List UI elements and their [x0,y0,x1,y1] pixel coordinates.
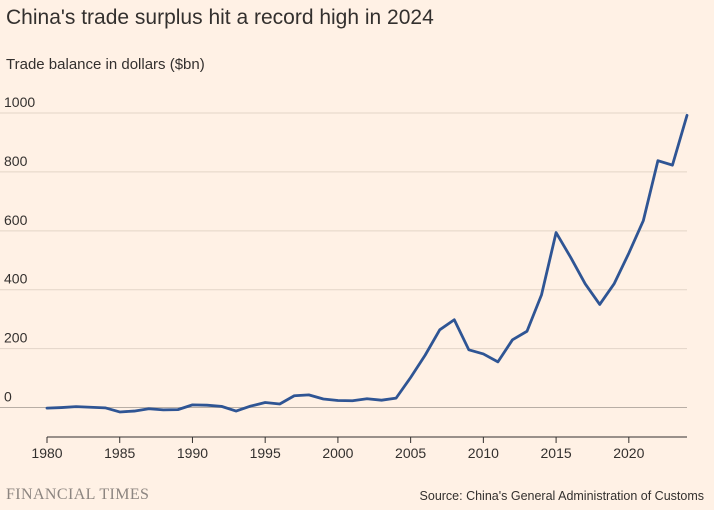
x-tick-label: 1980 [31,445,62,461]
y-tick-label: 800 [4,153,28,169]
x-tick-label: 2010 [468,445,499,461]
trade-balance-line [45,113,689,414]
grid-layer [0,112,687,409]
y-tick-label: 600 [4,212,28,228]
y-tick-label: 1000 [4,94,35,110]
chart-title: China's trade surplus hit a record high … [6,6,434,29]
source-note: Source: China's General Administration o… [419,489,704,503]
y-tick-label: 200 [4,330,28,346]
x-tick-label: 1990 [177,445,208,461]
x-tick-label: 1985 [104,445,135,461]
series-layer [45,113,689,414]
y-tick-label: 0 [4,389,12,405]
x-tick-label: 2020 [613,445,644,461]
x-tick-label: 2000 [322,445,353,461]
y-tick-label: 400 [4,271,28,287]
y-tick-labels: 0 200 400 600 800 1000 [4,94,35,405]
chart-subtitle: Trade balance in dollars ($bn) [6,56,205,73]
x-tick-label: 2005 [395,445,426,461]
x-axis: 1980 1985 1990 1995 2000 2005 2010 2015 2020 [31,436,687,461]
x-tick-label: 2015 [541,445,572,461]
financial-times-logo: FINANCIAL TIMES [6,486,150,503]
x-tick-label: 1995 [250,445,281,461]
